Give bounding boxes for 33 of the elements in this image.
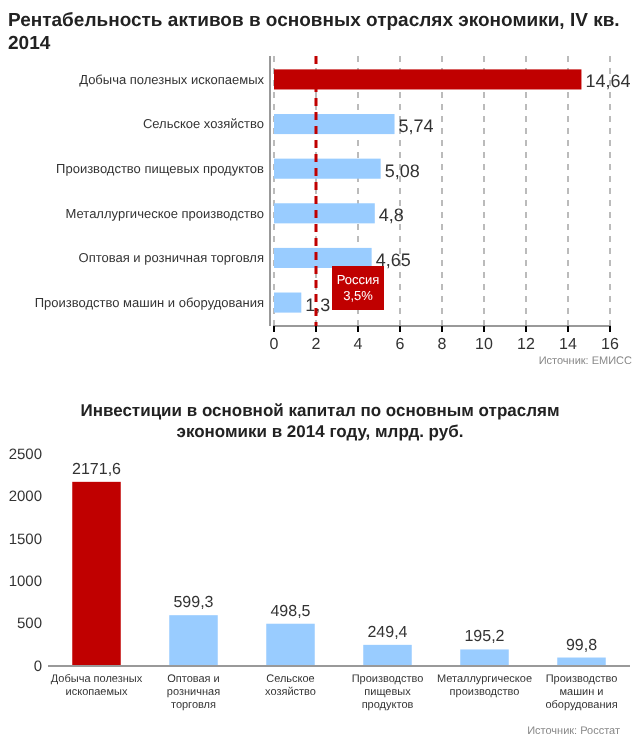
bar: [274, 158, 381, 179]
x-tick-label: 4: [353, 335, 364, 354]
bar: [72, 481, 121, 666]
bar: [274, 292, 302, 313]
data-label: 195,2: [464, 627, 506, 646]
bar: [169, 615, 218, 666]
data-label: 249,4: [367, 622, 409, 641]
x-tick-label: 6: [395, 335, 406, 354]
chart-title: Рентабельность активов в основных отраслях экономики, IV кв. 2014: [8, 10, 620, 55]
x-tick-label: 10: [475, 335, 494, 354]
data-label: 498,5: [270, 601, 312, 620]
x-tick-label: 12: [517, 335, 536, 354]
x-tick-label: 16: [601, 335, 620, 354]
x-tick-label: 2: [311, 335, 322, 354]
x-tick-label: 8: [437, 335, 448, 354]
data-label: 4,8: [378, 205, 404, 226]
data-label: 2171,6: [72, 459, 123, 478]
bar: [274, 247, 372, 268]
data-label: 599,3: [173, 593, 215, 612]
bar: [274, 203, 375, 224]
chart-title: Инвестиции в основной капитал по основным отраслям экономики в 2014 году, млрд. руб.: [80, 400, 560, 441]
data-label: 4,65: [375, 249, 411, 270]
data-label: 1,3: [305, 294, 331, 315]
data-label: 5,74: [398, 116, 434, 137]
x-tick-label: 14: [559, 335, 578, 354]
bar: [460, 649, 509, 666]
x-tick-label: 0: [269, 335, 280, 354]
data-label: 99,8: [565, 635, 599, 654]
data-label: 5,08: [384, 160, 420, 181]
bar: [363, 644, 412, 666]
bar: [274, 114, 395, 135]
bar: [266, 623, 315, 666]
data-label: 14,64: [585, 71, 631, 92]
